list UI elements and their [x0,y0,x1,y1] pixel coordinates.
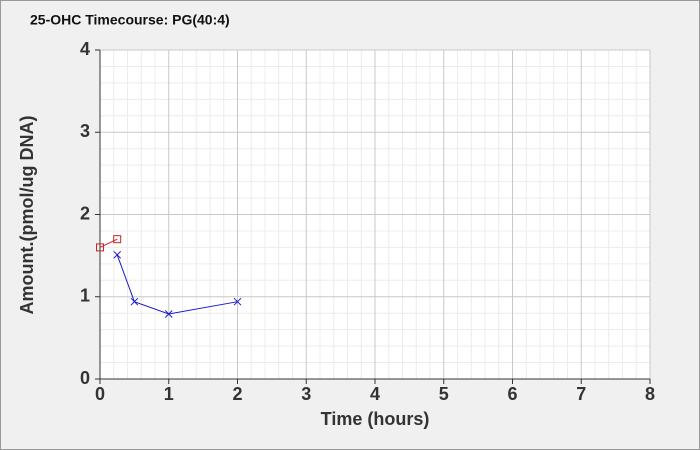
marker [164,310,173,318]
marker [113,235,122,244]
series-line [99,238,118,248]
chart-title: 25-OHC Timecourse: PG(40:4) [30,12,230,28]
x-tick-label: 7 [576,384,586,404]
x-tick-label: 6 [507,384,517,404]
y-tick-label: 1 [80,286,90,306]
y-tick-label: 3 [80,121,90,141]
x-tick-label: 5 [439,384,449,404]
y-tick-label: 4 [80,39,90,59]
marker [96,243,104,252]
x-axis-label: Time (hours) [321,409,430,429]
x-tick-label: 3 [301,384,311,404]
y-axis-label: Amount.(pmol/ug DNA) [17,116,37,315]
marker [233,297,242,306]
marker [113,250,122,259]
x-tick-label: 2 [232,384,242,404]
x-tick-label: 0 [95,384,105,404]
y-tick-label: 0 [80,368,90,388]
marker [130,297,139,306]
y-tick-label: 2 [80,203,90,223]
x-tick-label: 4 [370,384,380,404]
series-line [116,254,238,315]
x-tick-label: 8 [645,384,655,404]
x-tick-label: 1 [164,384,174,404]
